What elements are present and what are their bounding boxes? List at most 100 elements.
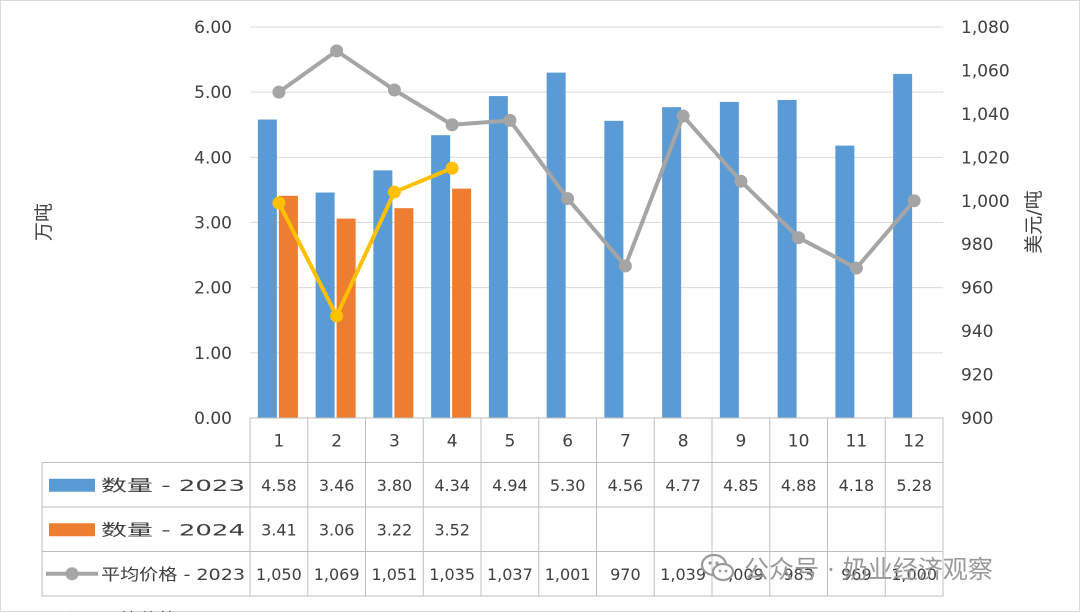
- table-value: 5.28: [896, 476, 932, 495]
- table-value: 4.18: [839, 476, 875, 495]
- line-point: [387, 83, 401, 97]
- watermark-text: 公众号 · 奶业经济观察: [744, 555, 993, 584]
- bar-2023: [488, 96, 508, 419]
- legend-swatch: [49, 478, 95, 492]
- y-right-tick-label: 1,020: [961, 148, 1010, 168]
- line-2023: [277, 48, 916, 271]
- bar-2023: [546, 72, 566, 418]
- category-label: 5: [504, 431, 515, 451]
- line-point: [330, 44, 344, 58]
- table-value: 4.58: [261, 476, 297, 495]
- bar-2023: [257, 119, 277, 418]
- line-point: [503, 113, 517, 127]
- table-value: 1,037: [487, 565, 533, 584]
- y-left-axis-title: 万吨: [33, 203, 55, 241]
- y-right-tick-label: 940: [961, 322, 993, 342]
- table-value: 4.34: [434, 476, 470, 495]
- line-point: [272, 196, 286, 210]
- category-label: 7: [620, 431, 631, 451]
- table-value: 3.80: [377, 476, 413, 495]
- y-right-tick-label: 980: [961, 235, 993, 255]
- y-left-tick-label: 6.00: [194, 18, 232, 38]
- table-value: 4.77: [665, 476, 701, 495]
- y-right-tick-label: 1,000: [961, 192, 1010, 212]
- y-right-tick-label: 1,060: [961, 61, 1010, 81]
- y-left-tick-label: 2.00: [194, 279, 232, 299]
- legend-label: 平均价格 - 2023: [101, 565, 245, 584]
- bar-2023: [777, 99, 797, 418]
- category-label: 8: [678, 431, 689, 451]
- y-right-tick-label: 1,080: [961, 18, 1010, 38]
- bar-2023: [719, 101, 739, 419]
- table-value: 3.46: [319, 476, 355, 495]
- category-label: 1: [273, 431, 284, 451]
- line-point: [387, 185, 401, 199]
- bar-2023: [373, 170, 393, 418]
- bar-2023: [431, 135, 451, 418]
- bar-2023: [315, 192, 335, 418]
- table-value: 1,000: [891, 565, 937, 584]
- table-value: 1,051: [371, 565, 417, 584]
- bar-2024: [452, 188, 472, 418]
- table-value: 983: [783, 565, 814, 584]
- line-2024: [277, 166, 453, 318]
- table-value: 1,001: [545, 565, 591, 584]
- table-value: 1,015: [429, 609, 475, 612]
- y-left-tick-label: 0.00: [194, 409, 232, 429]
- table-value: 4.94: [492, 476, 528, 495]
- y-right-tick-label: 960: [961, 279, 993, 299]
- table-value: 4.88: [781, 476, 817, 495]
- table-value: 4.85: [723, 476, 759, 495]
- y-left-tick-label: 3.00: [194, 214, 232, 234]
- table-value: 947: [321, 609, 352, 612]
- table-value: 4.56: [608, 476, 644, 495]
- bar-2023: [893, 73, 913, 419]
- line-point: [676, 109, 690, 123]
- y-right-axis-title: 美元/吨: [1023, 190, 1045, 253]
- category-label: 2: [331, 431, 342, 451]
- legend-swatch: [49, 523, 95, 537]
- bar-2024: [278, 195, 298, 418]
- line-point: [561, 192, 575, 206]
- table-value: 3.06: [319, 520, 355, 539]
- line-point: [907, 194, 921, 208]
- category-label: 6: [562, 431, 573, 451]
- table-value: 3.22: [377, 520, 413, 539]
- legend-label: 数量 - 2023: [101, 476, 245, 495]
- line-point: [445, 161, 459, 175]
- wechat-icon: [700, 553, 735, 582]
- category-label: 12: [903, 431, 925, 451]
- legend-marker: [65, 567, 79, 581]
- line-point: [618, 259, 632, 273]
- line-point: [272, 85, 286, 99]
- table-value: 969: [841, 565, 872, 584]
- table-value: 999: [264, 609, 295, 612]
- y-right-tick-label: 900: [961, 409, 993, 429]
- table-value: 1,050: [256, 565, 302, 584]
- y-left-tick-label: 4.00: [194, 148, 232, 168]
- line-point: [792, 231, 806, 245]
- table-value: 1,035: [429, 565, 475, 584]
- table-value: 5.30: [550, 476, 586, 495]
- table-value: 1,039: [660, 565, 706, 584]
- bar-2024: [336, 218, 356, 418]
- table-value: 3.52: [434, 520, 470, 539]
- y-right-tick-label: 920: [961, 366, 993, 386]
- category-label: 4: [447, 431, 458, 451]
- category-label: 10: [788, 431, 810, 451]
- table-value: 1,069: [314, 565, 360, 584]
- watermark: 公众号 · 奶业经济观察: [700, 548, 993, 588]
- legend-label: 数量 - 2024: [101, 520, 245, 539]
- table-value: 1,004: [371, 609, 417, 612]
- legend-label: 平均价格 - 2024: [101, 609, 245, 612]
- bar-2023: [835, 145, 855, 418]
- line-point: [849, 261, 863, 275]
- y-left-tick-label: 1.00: [194, 344, 232, 364]
- category-label: 11: [846, 431, 868, 451]
- y-right-tick-label: 1,040: [961, 105, 1010, 125]
- category-label: 3: [389, 431, 400, 451]
- category-label: 9: [735, 431, 746, 451]
- line-point: [330, 309, 344, 323]
- bar-2024: [394, 208, 414, 418]
